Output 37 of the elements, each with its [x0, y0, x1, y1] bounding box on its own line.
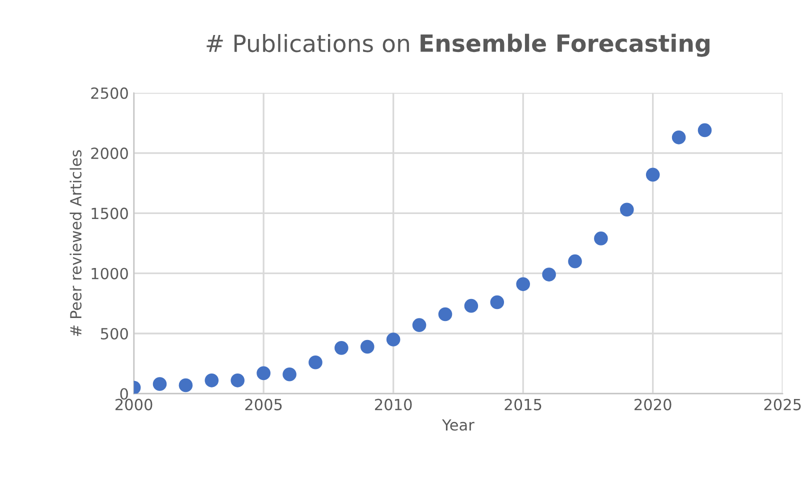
point	[594, 232, 608, 246]
x-tick-label: 2000	[115, 398, 152, 410]
point	[698, 123, 712, 138]
chart-title: # Publications on Ensemble Forecasting	[206, 34, 710, 57]
y-tick-label: 2500	[91, 87, 128, 99]
y-tick-label: 1500	[92, 208, 128, 220]
x-tick-label: 2005	[245, 398, 282, 410]
point	[464, 298, 478, 313]
y-tick-label: 0	[120, 388, 128, 400]
x-tick-label: 2015	[504, 398, 542, 410]
point	[152, 377, 167, 391]
point	[282, 367, 296, 382]
y-tick-label: 2000	[91, 148, 128, 160]
point	[620, 202, 634, 216]
point	[542, 268, 556, 282]
y-tick-label: 1000	[92, 268, 128, 280]
x-tick-label: 2020	[634, 398, 672, 410]
x-tick-label: 2025	[764, 398, 801, 410]
point	[308, 355, 322, 370]
point	[386, 332, 400, 346]
point	[204, 374, 219, 388]
point	[568, 254, 582, 268]
point	[412, 318, 426, 332]
point	[256, 366, 270, 380]
point	[178, 378, 193, 392]
point	[516, 277, 530, 292]
y-tick-label: 500	[100, 328, 128, 340]
point	[646, 168, 660, 182]
point	[672, 130, 686, 144]
point	[360, 340, 374, 354]
x-axis-title: Year	[442, 419, 474, 431]
point	[438, 307, 452, 322]
point	[334, 341, 348, 355]
point	[490, 295, 504, 310]
point	[230, 374, 245, 388]
x-tick-label: 2010	[375, 398, 412, 410]
y-axis-title: # Peer reviewed Articles	[70, 150, 82, 336]
